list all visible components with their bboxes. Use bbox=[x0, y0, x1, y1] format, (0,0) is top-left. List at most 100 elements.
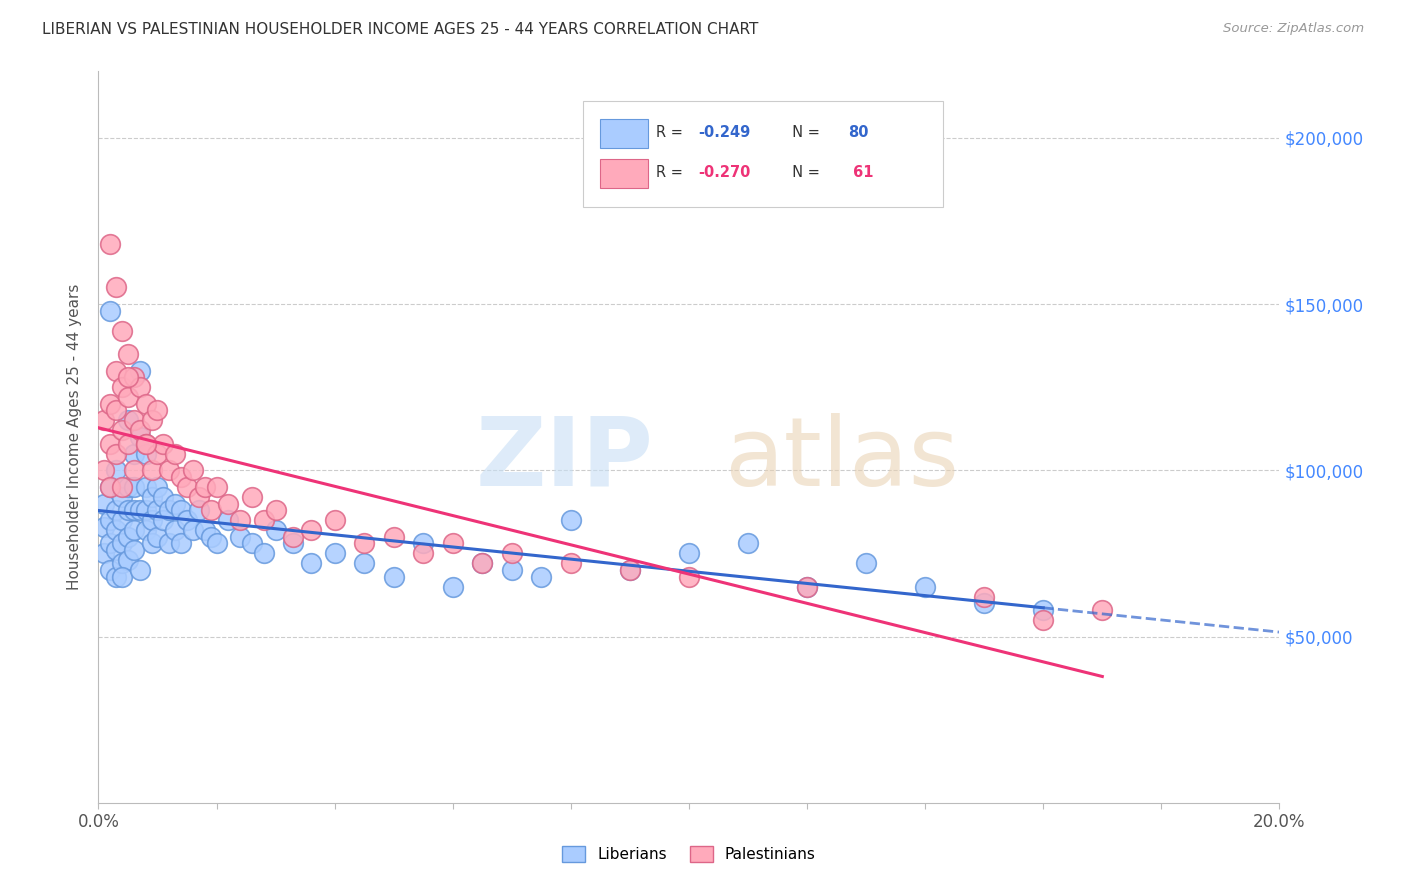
Point bbox=[117, 347, 139, 361]
Point bbox=[98, 563, 121, 577]
Point bbox=[619, 563, 641, 577]
Point bbox=[117, 370, 139, 384]
Point bbox=[128, 503, 150, 517]
Point bbox=[181, 463, 204, 477]
Point bbox=[353, 557, 375, 571]
Point bbox=[283, 530, 305, 544]
Point bbox=[253, 513, 276, 527]
Point bbox=[323, 546, 346, 560]
Y-axis label: Householder Income Ages 25 - 44 years: Householder Income Ages 25 - 44 years bbox=[67, 284, 83, 591]
Point bbox=[141, 463, 163, 477]
Point bbox=[176, 513, 198, 527]
Point bbox=[98, 513, 121, 527]
Point bbox=[98, 237, 121, 252]
Text: LIBERIAN VS PALESTINIAN HOUSEHOLDER INCOME AGES 25 - 44 YEARS CORRELATION CHART: LIBERIAN VS PALESTINIAN HOUSEHOLDER INCO… bbox=[42, 22, 759, 37]
Point bbox=[1091, 603, 1114, 617]
Point bbox=[128, 424, 150, 438]
Text: 80: 80 bbox=[848, 125, 869, 139]
Point bbox=[98, 536, 121, 550]
Point bbox=[471, 557, 494, 571]
Point bbox=[111, 536, 134, 550]
Point bbox=[973, 590, 995, 604]
Point bbox=[264, 523, 287, 537]
Point bbox=[117, 503, 139, 517]
Point bbox=[105, 363, 128, 377]
Point bbox=[135, 447, 157, 461]
Point bbox=[796, 580, 818, 594]
Point bbox=[678, 570, 700, 584]
Point bbox=[111, 557, 134, 571]
Point bbox=[128, 363, 150, 377]
Point bbox=[117, 413, 139, 427]
Point bbox=[111, 424, 134, 438]
Text: N =: N = bbox=[783, 125, 825, 139]
Point bbox=[560, 513, 582, 527]
Point bbox=[105, 523, 128, 537]
Text: R =: R = bbox=[655, 165, 688, 180]
Text: Source: ZipAtlas.com: Source: ZipAtlas.com bbox=[1223, 22, 1364, 36]
Point bbox=[135, 480, 157, 494]
Point bbox=[530, 570, 553, 584]
FancyBboxPatch shape bbox=[600, 119, 648, 148]
Point bbox=[152, 513, 174, 527]
Point bbox=[165, 497, 187, 511]
Point bbox=[93, 497, 115, 511]
Point bbox=[973, 596, 995, 610]
Point bbox=[122, 480, 145, 494]
Point bbox=[299, 523, 322, 537]
Point bbox=[146, 503, 169, 517]
Point bbox=[382, 570, 405, 584]
Point bbox=[122, 463, 145, 477]
Point bbox=[157, 503, 180, 517]
Point bbox=[1032, 613, 1054, 627]
Text: 61: 61 bbox=[848, 165, 875, 180]
Point bbox=[117, 436, 139, 450]
Point bbox=[98, 480, 121, 494]
Point bbox=[98, 436, 121, 450]
Point bbox=[111, 380, 134, 394]
Point bbox=[914, 580, 936, 594]
Point bbox=[111, 324, 134, 338]
Point bbox=[737, 536, 759, 550]
Point bbox=[98, 303, 121, 318]
Point bbox=[117, 390, 139, 404]
Point bbox=[135, 503, 157, 517]
Point bbox=[619, 563, 641, 577]
Point bbox=[111, 570, 134, 584]
Point bbox=[122, 543, 145, 558]
Point bbox=[152, 490, 174, 504]
Point bbox=[412, 546, 434, 560]
Point bbox=[194, 523, 217, 537]
Point bbox=[176, 480, 198, 494]
Point bbox=[135, 523, 157, 537]
Point bbox=[128, 380, 150, 394]
Point bbox=[117, 480, 139, 494]
Point bbox=[141, 490, 163, 504]
Point bbox=[111, 480, 134, 494]
Point bbox=[157, 463, 180, 477]
Point bbox=[323, 513, 346, 527]
Point bbox=[105, 280, 128, 294]
Point bbox=[122, 523, 145, 537]
Point bbox=[141, 513, 163, 527]
Text: -0.270: -0.270 bbox=[699, 165, 751, 180]
Text: atlas: atlas bbox=[724, 412, 959, 506]
Point bbox=[501, 563, 523, 577]
Point bbox=[93, 463, 115, 477]
Point bbox=[678, 546, 700, 560]
Point bbox=[105, 503, 128, 517]
Point bbox=[165, 447, 187, 461]
Point bbox=[128, 430, 150, 444]
Point bbox=[217, 497, 239, 511]
Point bbox=[135, 397, 157, 411]
Point bbox=[105, 463, 128, 477]
Point bbox=[141, 413, 163, 427]
Point bbox=[441, 580, 464, 594]
Point bbox=[441, 536, 464, 550]
Point bbox=[141, 536, 163, 550]
Point bbox=[253, 546, 276, 560]
Point bbox=[105, 543, 128, 558]
Point bbox=[170, 536, 193, 550]
Point bbox=[111, 490, 134, 504]
Point bbox=[283, 536, 305, 550]
